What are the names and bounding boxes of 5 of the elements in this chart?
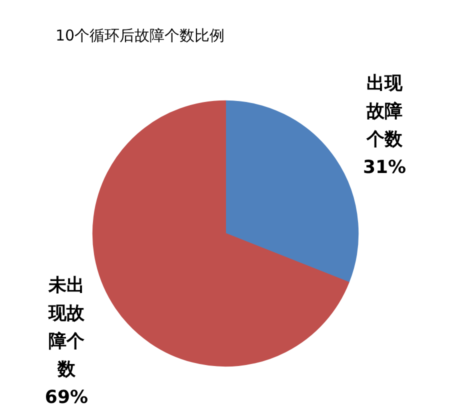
data-label: 31% (362, 156, 406, 178)
slice-label: 出现故障个数 (366, 72, 404, 150)
chart-title: 10个循环后故障个数比例 (56, 26, 225, 44)
data-label: 69% (44, 387, 88, 408)
slice-label: 未出现故障个数 (47, 275, 86, 380)
